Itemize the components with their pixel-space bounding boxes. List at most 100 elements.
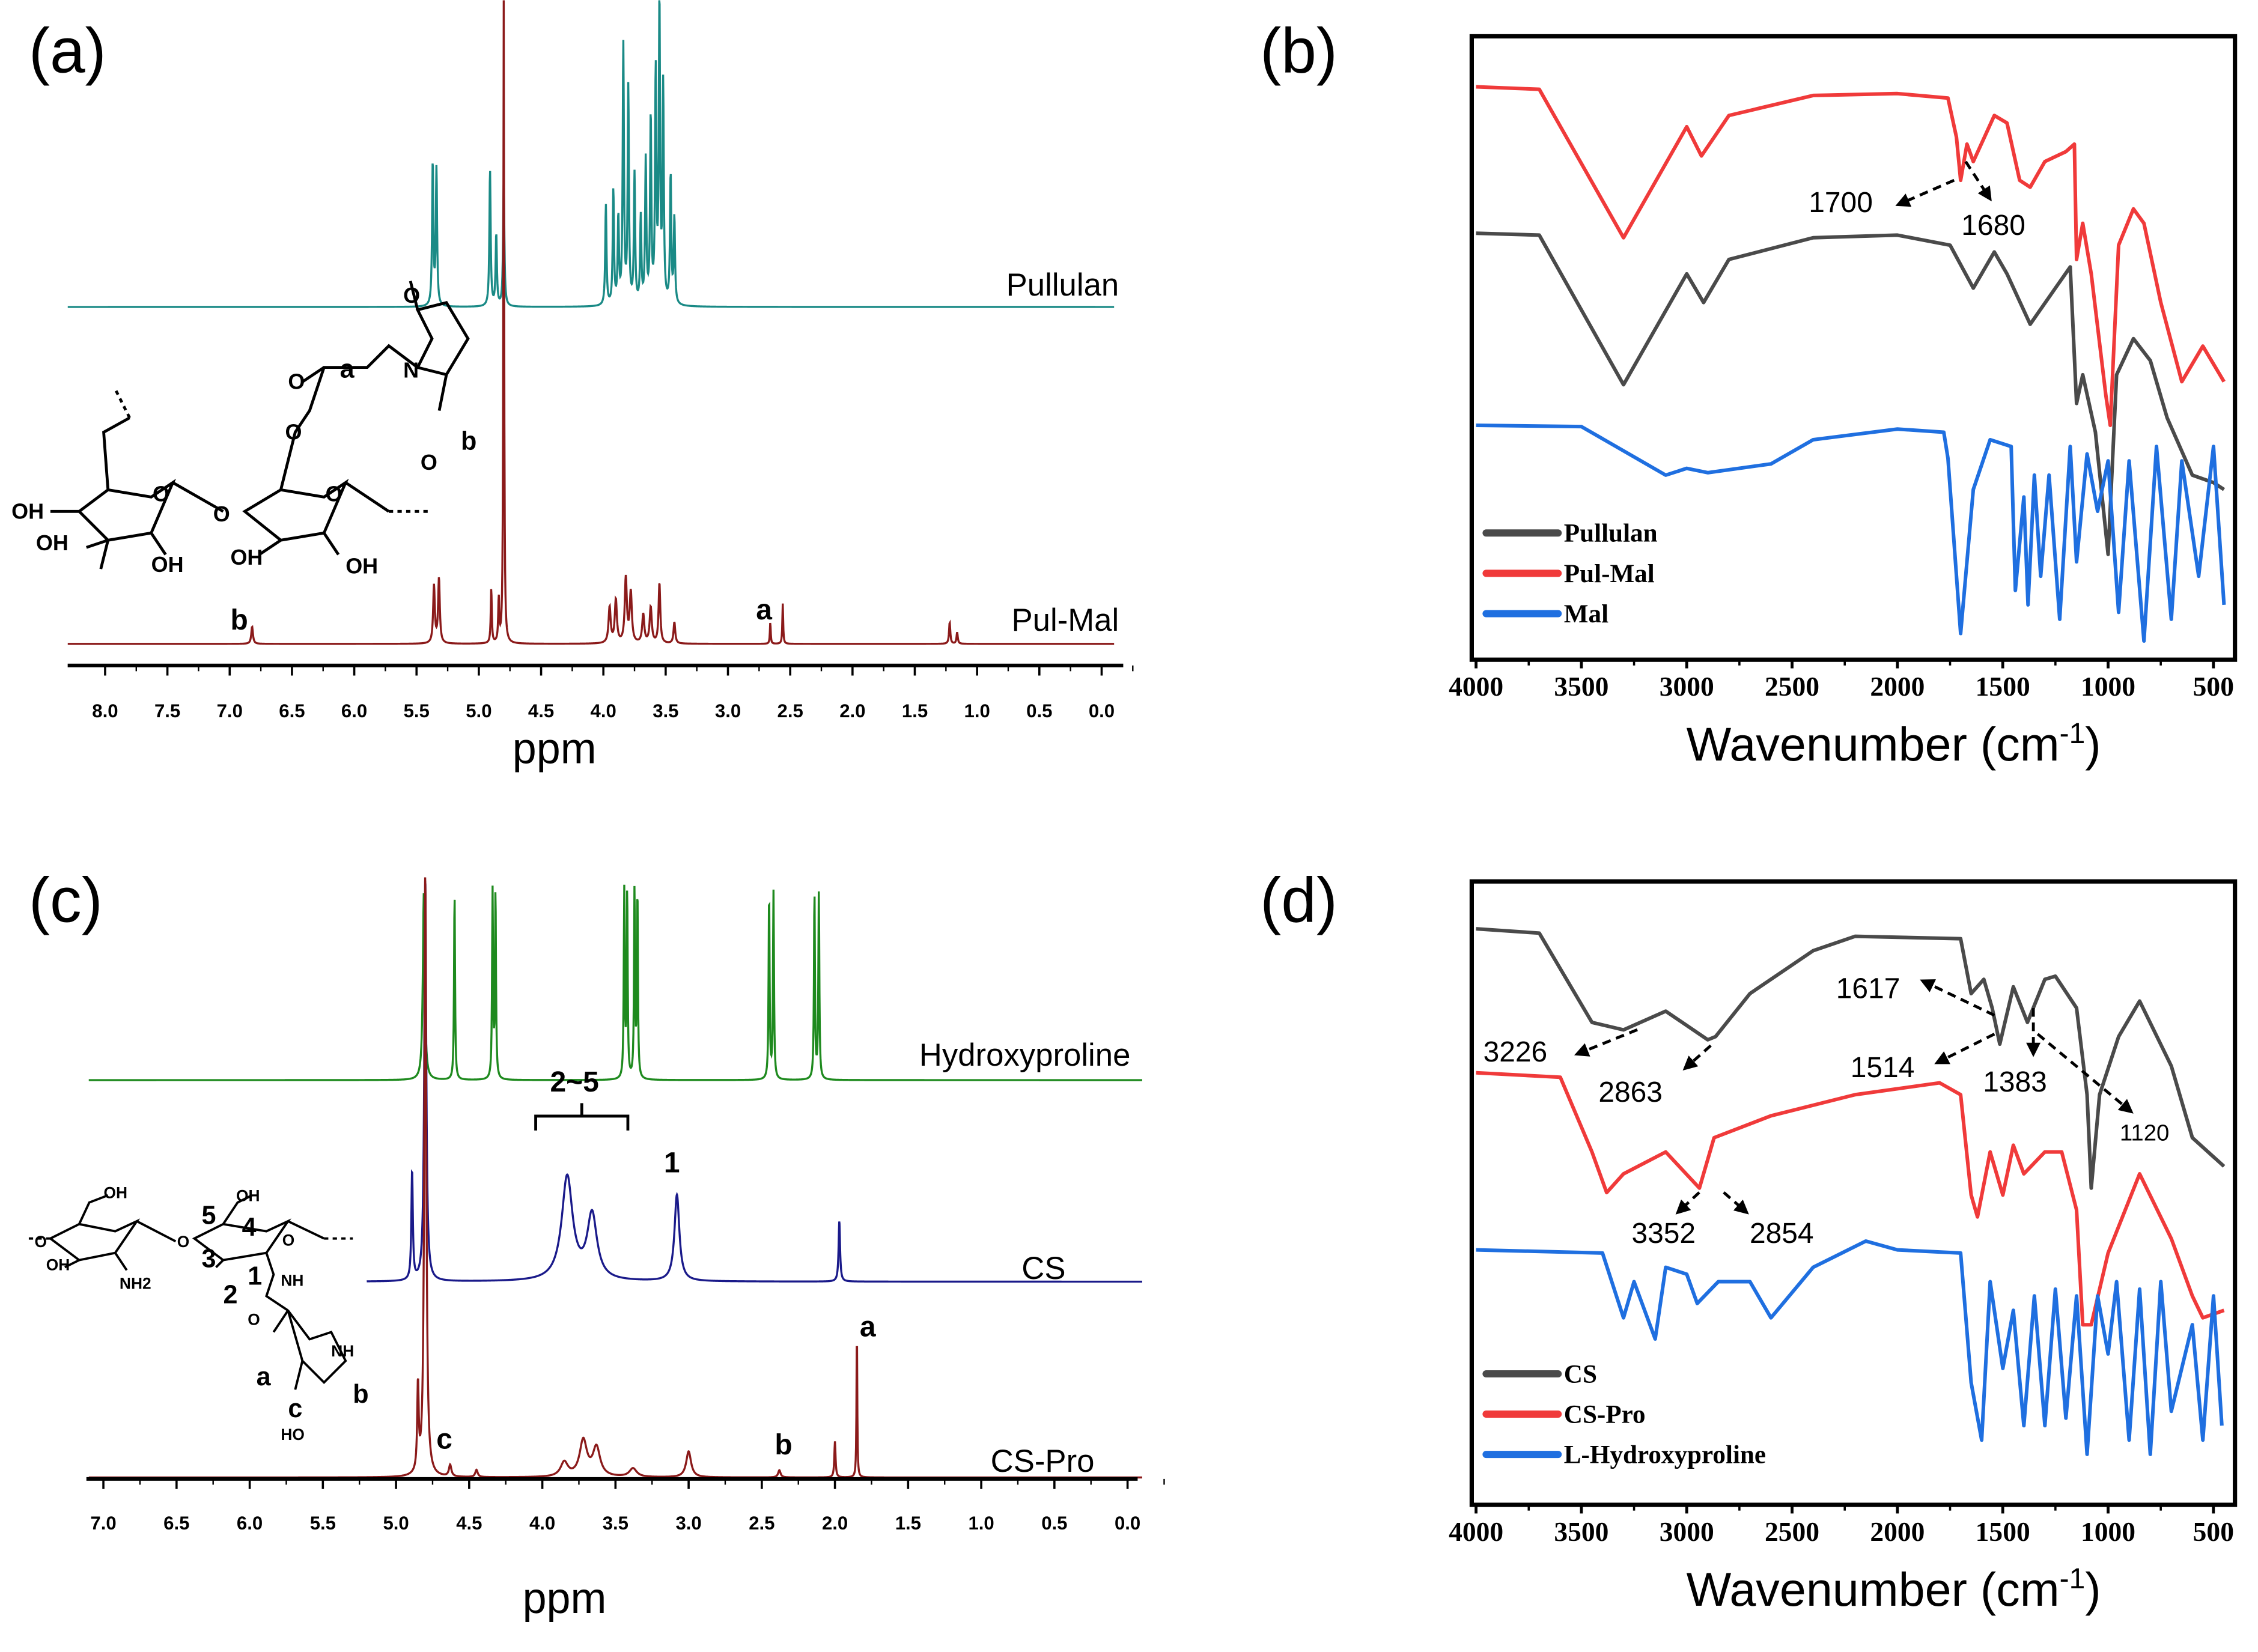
spectrum-cs-pro	[88, 877, 1142, 1479]
svg-text:O: O	[35, 1233, 47, 1251]
annotations-d: 3226 2863 1617 1514 1383 1120 3352 2854	[1484, 973, 2170, 1249]
plot-frame	[1469, 34, 2238, 662]
svg-text:2863: 2863	[1598, 1077, 1663, 1108]
x-tick-label: 5.0	[466, 700, 491, 721]
x-tick-label: 3000	[1660, 1516, 1714, 1547]
ftir-chart-b: 4000 3500 3000 2500 2000 1500 1000 500 Wavenumbe…	[1449, 34, 2238, 771]
svg-text:2854: 2854	[1750, 1218, 1814, 1250]
x-tick-label: 3500	[1554, 671, 1608, 702]
svg-text:O: O	[177, 1233, 190, 1251]
svg-text:3352: 3352	[1631, 1218, 1696, 1250]
annotation-1700: 1700	[1809, 187, 1873, 219]
x-tick-label: 1500	[1976, 1516, 2030, 1547]
annotation-1680: 1680	[1961, 210, 2025, 241]
series-label-cs: CS	[1021, 1251, 1065, 1286]
panel-label-a: (a)	[29, 16, 106, 86]
peak-label-b: b	[230, 604, 248, 636]
panel-label-b: (b)	[1260, 16, 1337, 86]
pul-mal-structure-labels: OH OH OH O OH OH O O O O a N b O O	[11, 283, 476, 579]
x-tick-label: 2500	[1765, 1516, 1819, 1547]
svg-text:N: N	[403, 357, 419, 382]
panel-label-c: (c)	[29, 865, 103, 935]
legend-label-cs: CS	[1564, 1360, 1597, 1388]
legend-label-mal: Mal	[1564, 600, 1608, 628]
x-tick-label: 1.0	[964, 700, 990, 721]
svg-text:O: O	[213, 502, 230, 526]
svg-text:O: O	[248, 1310, 260, 1328]
x-tick-label: 3.0	[715, 700, 741, 721]
x-tick-label: 2000	[1870, 671, 1925, 702]
pul-mal-structure	[50, 281, 470, 569]
panel-label-d: (d)	[1260, 865, 1337, 935]
svg-text:NH: NH	[281, 1272, 303, 1290]
x-tick-label: 2.0	[839, 700, 865, 721]
x-tick-label: 4.0	[529, 1513, 555, 1534]
x-tick-label: 1000	[2081, 671, 2135, 702]
svg-text:a: a	[257, 1362, 272, 1391]
svg-text:c: c	[436, 1424, 452, 1456]
legend-label-cs-pro: CS-Pro	[1564, 1400, 1646, 1429]
svg-text:OH: OH	[236, 1186, 260, 1204]
x-tick-label: 4.5	[528, 700, 554, 721]
x-tick-label: 0.0	[1089, 700, 1115, 721]
svg-text:2~5: 2~5	[550, 1066, 599, 1098]
x-tick-label: 5.5	[404, 700, 430, 721]
x-tick-label: 1.5	[895, 1513, 921, 1534]
x-axis-title: ppm	[523, 1575, 607, 1623]
x-tick-label: 3.0	[675, 1513, 701, 1534]
spectrum-pullulan	[67, 0, 1115, 308]
svg-text:O: O	[403, 283, 420, 308]
svg-text:1120: 1120	[2120, 1120, 2169, 1146]
legend-label-pullulan: Pullulan	[1564, 520, 1658, 548]
x-tick-label: 3000	[1660, 671, 1714, 702]
spectrum-pul-mal	[1476, 85, 2226, 427]
svg-text:O: O	[285, 419, 302, 444]
legend-label-pul-mal: Pul-Mal	[1564, 560, 1655, 588]
x-tick-label: 0.5	[1026, 700, 1052, 721]
x-tick-label: 0.0	[1115, 1513, 1140, 1534]
x-tick-label: 2.5	[749, 1513, 774, 1534]
x-axis-title: ppm	[513, 725, 597, 773]
x-tick-label: 0.5	[1041, 1513, 1067, 1534]
ftir-chart-d: 4000 3500 3000 2500 2000 1500 1000 500 Wavenumbe…	[1449, 879, 2238, 1616]
x-axis-title: Wavenumber (cm-1)	[1687, 717, 2101, 771]
svg-text:1514: 1514	[1851, 1052, 1915, 1084]
series-label-hydroxyproline: Hydroxyproline	[919, 1037, 1131, 1073]
x-tick-label: 1.0	[968, 1513, 994, 1534]
svg-text:5: 5	[202, 1201, 216, 1230]
svg-text:O: O	[326, 482, 342, 506]
annotations-b: 1700 1680	[1809, 160, 2025, 241]
svg-text:b: b	[461, 427, 476, 455]
x-tick-label: 8.0	[92, 700, 118, 721]
svg-text:b: b	[774, 1429, 792, 1461]
svg-text:OH: OH	[104, 1184, 128, 1202]
x-tick-label: 7.5	[154, 700, 180, 721]
spectrum-cs-pro	[1476, 1070, 2225, 1327]
x-tick-label: 2.0	[822, 1513, 848, 1534]
spectrum-mal	[1476, 424, 2226, 643]
x-axis-title: Wavenumber (cm-1)	[1687, 1562, 2101, 1616]
series-label-pul-mal: Pul-Mal	[1012, 603, 1119, 638]
x-tick-label: 1.5	[902, 700, 928, 721]
x-tick-label: 3.5	[603, 1513, 628, 1534]
svg-text:1: 1	[664, 1147, 680, 1179]
nmr-chart-c: Hydroxyproline CS CS-Pro 7.0 6.5 6.0 5.5 5.0 4.5…	[86, 877, 1165, 1623]
svg-text:O: O	[288, 369, 305, 394]
svg-text:O: O	[153, 482, 169, 506]
x-tick-label: 4.5	[456, 1513, 482, 1534]
svg-text:a: a	[340, 354, 355, 383]
x-tick-label: 1000	[2081, 1516, 2135, 1547]
x-tick-label: 4000	[1449, 671, 1503, 702]
x-tick-label: 3.5	[653, 700, 678, 721]
spectrum-cs	[367, 881, 1142, 1283]
x-tick-label: 7.0	[90, 1513, 116, 1534]
spectrum-pul-mal	[67, 0, 1115, 645]
svg-text:NH2: NH2	[120, 1275, 151, 1293]
spectrum-pullulan	[1476, 231, 2226, 556]
x-tick-label: 1500	[1976, 671, 2030, 702]
annotations-a: b a	[230, 594, 772, 636]
svg-text:1617: 1617	[1836, 973, 1900, 1004]
x-tick-label: 6.0	[341, 700, 367, 721]
x-tick-label: 4000	[1449, 1516, 1503, 1547]
